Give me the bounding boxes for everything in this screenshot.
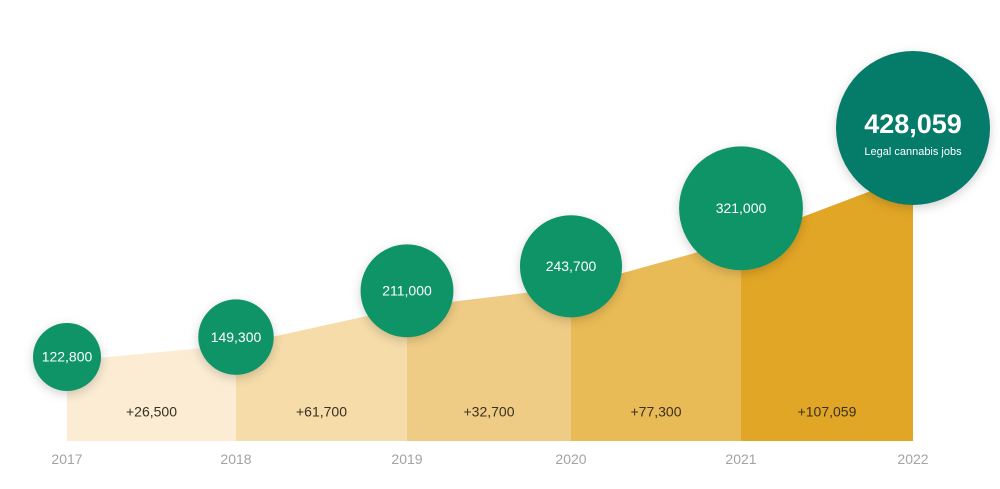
area-segment bbox=[67, 344, 236, 441]
delta-label: +26,500 bbox=[126, 404, 177, 420]
value-label: 243,700 bbox=[546, 258, 597, 274]
year-label: 2021 bbox=[725, 451, 756, 467]
delta-label: +32,700 bbox=[464, 404, 515, 420]
value-circle bbox=[360, 244, 454, 338]
year-label: 2017 bbox=[51, 451, 82, 467]
value-circle bbox=[33, 323, 101, 391]
delta-label: +61,700 bbox=[296, 404, 347, 420]
value-circle bbox=[679, 146, 803, 271]
highlight-caption: Legal cannabis jobs bbox=[864, 146, 962, 158]
value-circle bbox=[836, 51, 990, 205]
value-label: 149,300 bbox=[211, 329, 262, 345]
year-label: 2018 bbox=[220, 451, 251, 467]
value-label: 122,800 bbox=[42, 349, 93, 365]
area-segment bbox=[407, 287, 571, 441]
year-label: 2020 bbox=[555, 451, 586, 467]
value-circle bbox=[198, 299, 274, 375]
value-label: 211,000 bbox=[382, 283, 432, 299]
area-segment bbox=[236, 307, 407, 441]
delta-label: +77,300 bbox=[631, 404, 682, 420]
delta-label: +107,059 bbox=[798, 404, 857, 420]
year-label: 2019 bbox=[391, 451, 422, 467]
year-label: 2022 bbox=[897, 451, 928, 467]
value-label: 428,059 bbox=[864, 109, 962, 139]
value-circle bbox=[519, 215, 623, 318]
value-label: 321,000 bbox=[716, 200, 767, 216]
